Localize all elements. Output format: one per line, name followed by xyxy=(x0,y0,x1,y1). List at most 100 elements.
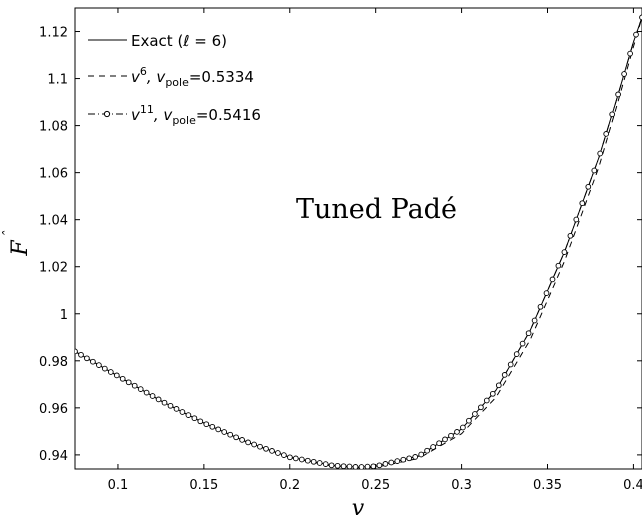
series-marker-v11 xyxy=(310,458,317,465)
series-marker-v11 xyxy=(263,445,269,452)
x-tick-label: 0.4 xyxy=(623,478,642,493)
series-marker-v11 xyxy=(358,464,365,469)
series-marker-v11 xyxy=(221,429,228,435)
series-marker-v11 xyxy=(113,372,120,379)
series-marker-v11 xyxy=(400,456,407,463)
series-marker-v11 xyxy=(513,351,520,357)
series-marker-v11 xyxy=(90,358,96,365)
series-marker-v11 xyxy=(96,362,102,368)
series-marker-v11 xyxy=(382,461,389,467)
series-marker-v11 xyxy=(448,432,454,439)
series-marker-v11 xyxy=(275,450,281,456)
series-marker-v11 xyxy=(472,411,478,417)
series-marker-v11 xyxy=(131,382,138,389)
x-tick-label: 0.3 xyxy=(451,478,472,493)
series-marker-v11 xyxy=(454,429,460,435)
series-marker-v11 xyxy=(466,417,472,424)
series-marker-v11 xyxy=(430,444,436,450)
x-axis-label: v xyxy=(352,496,365,520)
series-marker-v11 xyxy=(573,216,580,223)
series-marker-v11 xyxy=(304,457,311,464)
y-tick-label: 1.1 xyxy=(47,73,68,88)
y-tick-label: 0.96 xyxy=(39,402,68,417)
legend-label-exact: Exact (ℓ = 6) xyxy=(131,32,227,50)
series-marker-v11 xyxy=(633,31,639,38)
y-axis-label: F xyxy=(8,240,33,257)
series-marker-v11 xyxy=(460,424,466,431)
series-marker-v11 xyxy=(501,372,508,378)
y-tick-label: 1.08 xyxy=(39,120,68,135)
series-marker-v11 xyxy=(173,406,180,412)
series-marker-v11 xyxy=(352,464,359,469)
series-marker-v11 xyxy=(149,393,156,399)
series-marker-v11 xyxy=(621,71,627,77)
series-marker-v11 xyxy=(251,441,257,448)
series-marker-v11 xyxy=(478,404,484,411)
series-marker-v11 xyxy=(388,459,395,466)
series-marker-v11 xyxy=(101,365,108,372)
series-marker-v11 xyxy=(585,183,592,190)
series-marker-v11 xyxy=(185,412,192,418)
plot-area xyxy=(74,7,642,470)
series-marker-v11 xyxy=(281,452,287,458)
series-marker-v11 xyxy=(519,340,526,347)
series-marker-v11 xyxy=(167,402,174,409)
series-marker-v11 xyxy=(436,440,442,447)
series-marker-v11 xyxy=(364,463,371,469)
series-marker-v11 xyxy=(406,455,413,462)
series-marker-v11 xyxy=(287,454,293,461)
series-marker-v11 xyxy=(209,423,216,430)
y-tick-label: 1 xyxy=(60,308,68,323)
series-marker-v11 xyxy=(340,463,347,469)
series-marker-v11 xyxy=(316,460,323,466)
series-marker-v11 xyxy=(215,426,222,433)
series-marker-v11 xyxy=(334,462,341,469)
y-axis-label-group: F ˆ xyxy=(1,231,33,257)
series-marker-v11 xyxy=(269,448,275,454)
series-marker-v11 xyxy=(507,361,514,368)
series-marker-v11 xyxy=(227,431,234,438)
series-marker-v11 xyxy=(322,461,329,467)
series-marker-v11 xyxy=(591,167,598,174)
series-marker-v11 xyxy=(161,399,168,406)
series-marker-v11 xyxy=(555,262,562,269)
series-marker-v11 xyxy=(483,397,490,404)
series-marker-v11 xyxy=(143,389,150,396)
series-marker-v11 xyxy=(239,437,245,443)
series-marker-v11 xyxy=(549,276,556,283)
annotation-text: Tuned Padé xyxy=(296,194,457,225)
series-marker-v11 xyxy=(579,200,586,207)
series-marker-v11 xyxy=(179,409,186,415)
series-marker-v11 xyxy=(537,303,544,310)
series-layer xyxy=(75,14,642,469)
legend-marker-v11 xyxy=(103,110,111,118)
legend: Exact (ℓ = 6) v6, vpole=0.5334 v11, vpol… xyxy=(88,32,261,127)
series-marker-v11 xyxy=(107,369,114,375)
x-tick-label: 0.35 xyxy=(533,478,562,493)
series-marker-v11 xyxy=(75,348,78,355)
series-marker-v11 xyxy=(531,317,538,324)
series-marker-v11 xyxy=(394,458,401,464)
series-marker-v11 xyxy=(412,454,419,460)
series-marker-v11 xyxy=(292,455,299,462)
series-marker-v11 xyxy=(191,415,198,422)
y-tick-label: 0.94 xyxy=(39,449,68,464)
series-marker-v11 xyxy=(125,379,132,386)
y-tick-label: 1.12 xyxy=(39,26,68,41)
series-line-v11 xyxy=(75,17,642,468)
series-marker-v11 xyxy=(245,439,251,446)
series-marker-v11 xyxy=(627,50,633,57)
series-marker-v11 xyxy=(615,91,621,98)
x-tick-label: 0.1 xyxy=(108,478,129,493)
series-marker-v11 xyxy=(495,382,502,389)
series-marker-v11 xyxy=(203,421,210,428)
series-marker-v11 xyxy=(119,375,126,382)
series-marker-v11 xyxy=(298,456,305,463)
series-marker-v11 xyxy=(597,150,604,157)
series-marker-v11 xyxy=(370,463,377,469)
series-marker-v11 xyxy=(424,447,430,454)
series-marker-v11 xyxy=(442,436,448,443)
series-marker-v11 xyxy=(561,249,568,255)
series-marker-v11 xyxy=(137,386,144,392)
